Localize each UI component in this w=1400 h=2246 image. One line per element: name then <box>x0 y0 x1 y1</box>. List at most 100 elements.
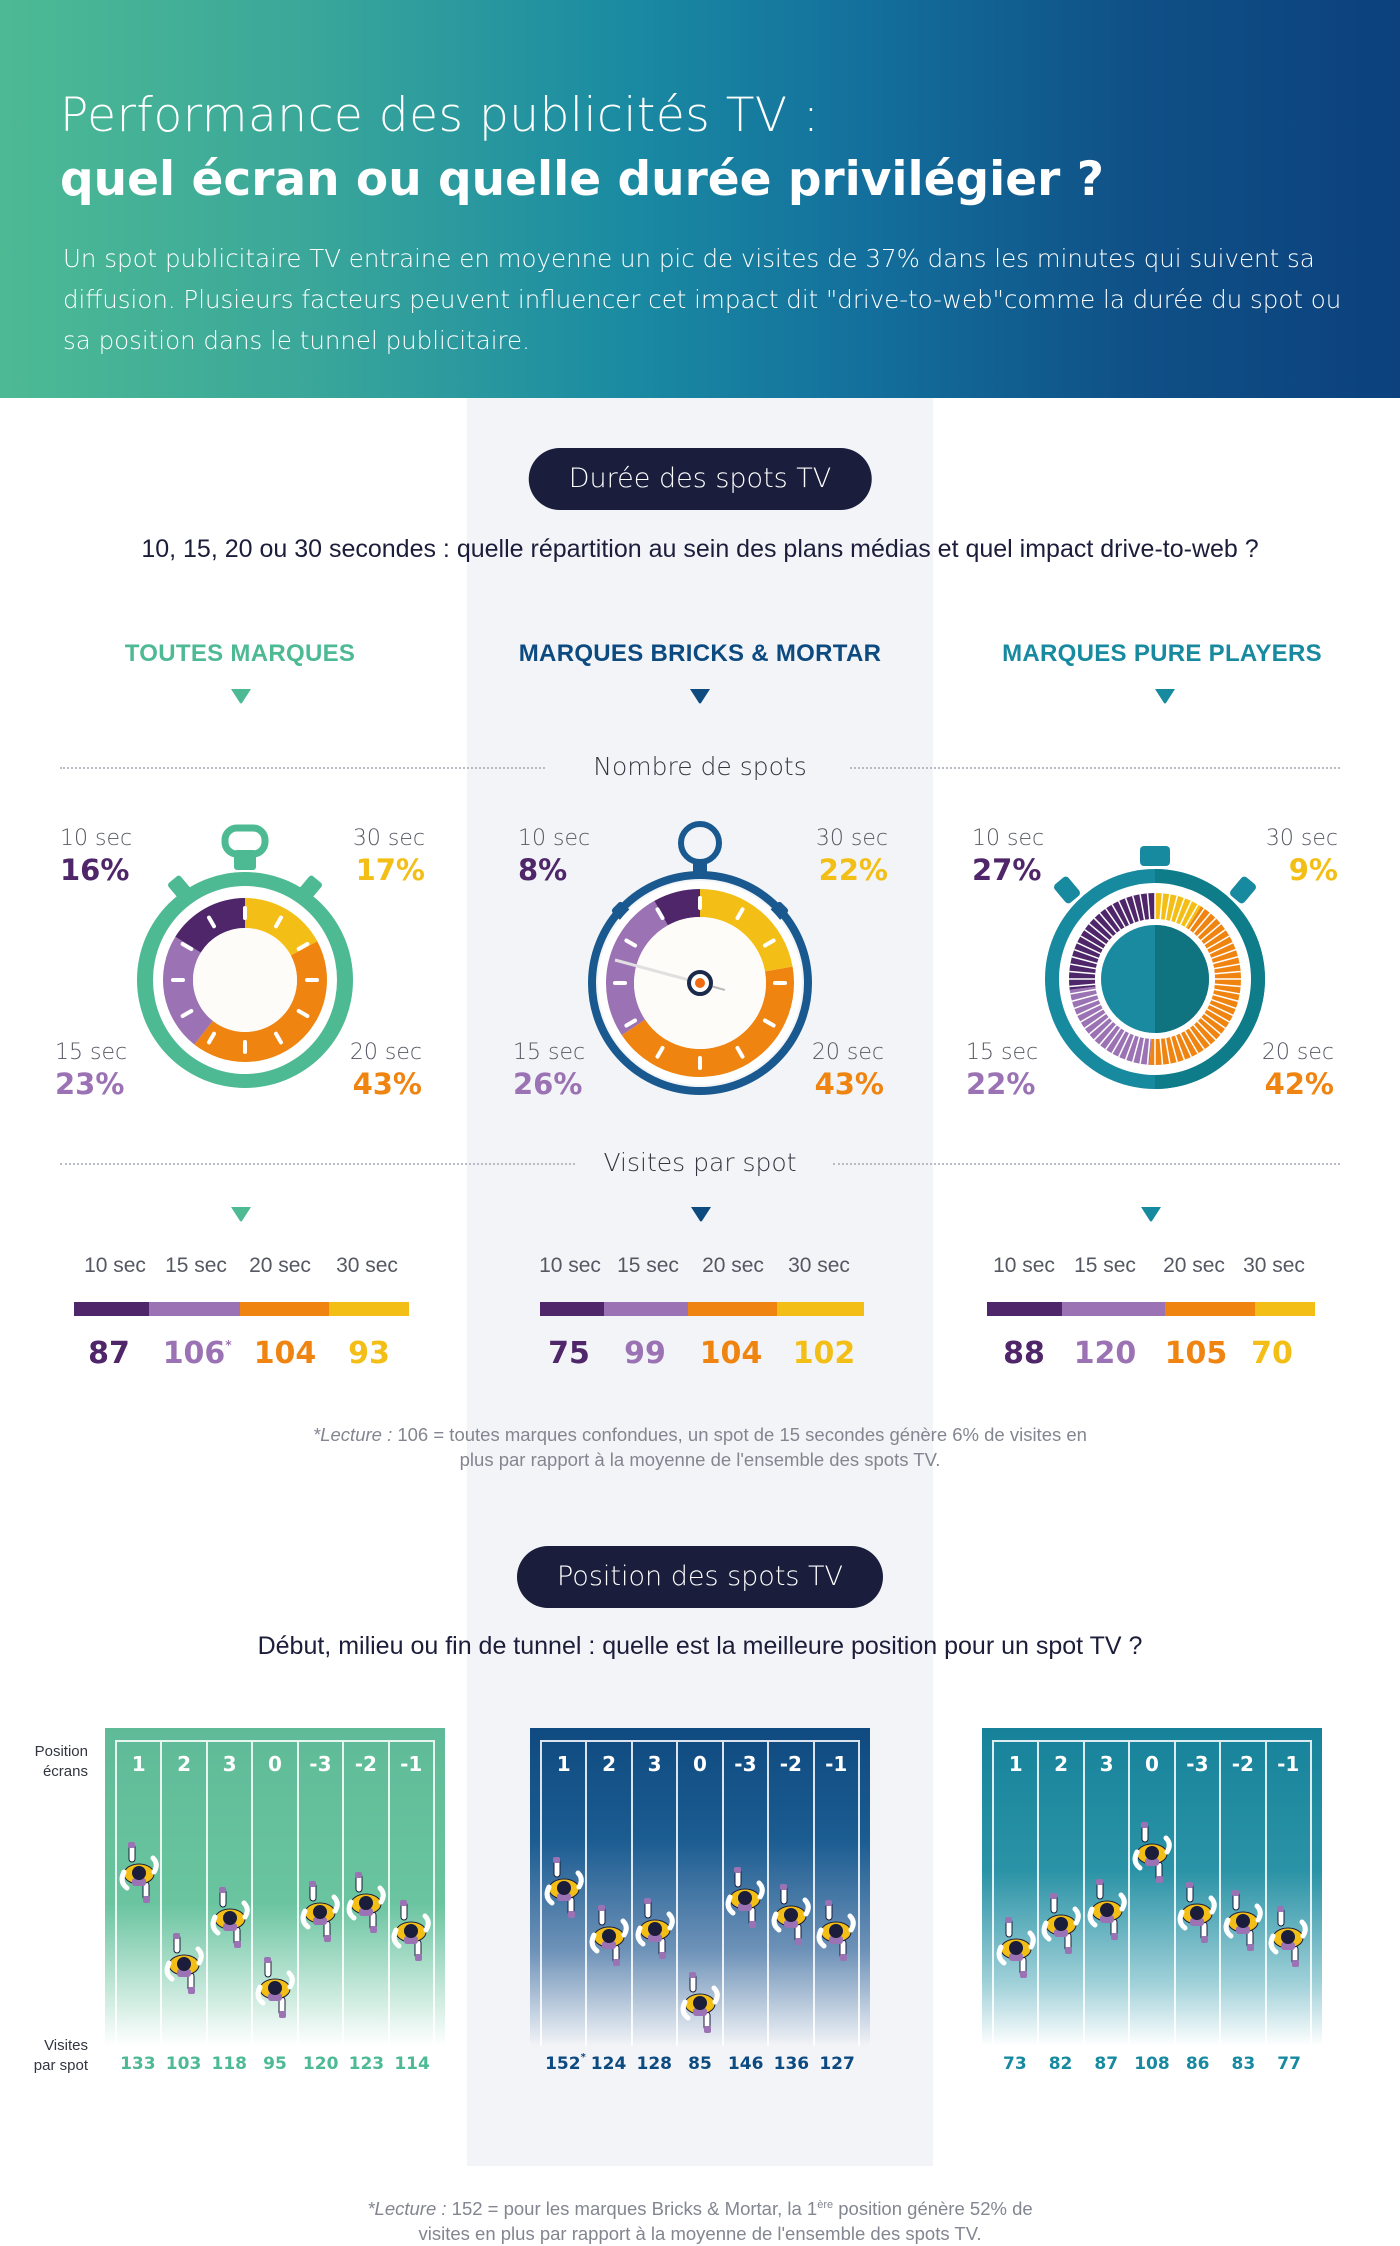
position-visit-value: 124 <box>590 2054 627 2074</box>
lane-position-number: -1 <box>400 1752 423 1776</box>
visits-duration-labels-pure: 10 sec 15 sec 20 sec 30 sec <box>993 1254 1305 1277</box>
lane-position-number: 0 <box>268 1752 282 1776</box>
pie-slice-30sec <box>245 898 318 956</box>
stopwatch-crown <box>1140 846 1170 866</box>
visit-value: 99 <box>624 1336 666 1371</box>
track-lane: 0 <box>1128 1742 1173 2046</box>
position-visit-value: 85 <box>688 2054 712 2074</box>
share-30sec-pure: 30 sec 9% <box>1265 826 1338 887</box>
page-title-line2: quel écran ou quelle durée privilégier ? <box>60 152 1104 207</box>
track-lanes: 1 2 3 0 -3 <box>115 1740 435 2046</box>
runner-figure-icon <box>300 1881 341 1943</box>
pie-slice-20sec <box>194 941 327 1062</box>
brand-heading-pure: MARQUES PURE PLAYERS <box>1002 640 1322 667</box>
bar-segment-15sec <box>604 1302 688 1316</box>
lane-position-number: 1 <box>556 1752 571 1776</box>
track-lanes: 1 2 3 0 -3 <box>540 1740 860 2046</box>
lane-position-number: 3 <box>222 1752 237 1776</box>
lane-position-number: -3 <box>309 1752 332 1776</box>
visit-value: 105 <box>1164 1336 1228 1371</box>
visit-value: 88 <box>1003 1336 1045 1371</box>
bar-segment-30sec <box>1255 1302 1315 1316</box>
position-question: Début, milieu ou fin de tunnel : quelle … <box>257 1632 1143 1660</box>
stopwatch-bricks <box>588 821 812 1095</box>
bar-segment-20sec <box>1165 1302 1255 1316</box>
pie-slice-10sec <box>1069 893 1155 990</box>
bar-segment-15sec <box>149 1302 240 1316</box>
runner-figure-icon <box>544 1857 584 1919</box>
nombre-de-spots-label: Nombre de spots <box>593 752 807 781</box>
share-20sec-toutes: 20 sec 43% <box>349 1040 422 1101</box>
runner-figure-icon <box>119 1842 159 1904</box>
duration-footnote: *Lecture : 106 = toutes marques confondu… <box>313 1424 1087 1470</box>
lane-position-number: 2 <box>602 1752 617 1776</box>
track-lane: -2 <box>1219 1742 1264 2046</box>
pie-slice-15sec <box>163 936 213 1045</box>
visit-value: 104 <box>699 1336 763 1371</box>
intro-paragraph: Un spot publicitaire TV entraine en moye… <box>63 244 1342 355</box>
position-visit-value: 146 <box>727 2054 764 2074</box>
position-visit-value: 87 <box>1094 2054 1119 2074</box>
runner-figure-icon <box>391 1899 431 1962</box>
lane-position-number: 3 <box>647 1752 662 1776</box>
pie-slice-20sec <box>621 966 794 1077</box>
share-30sec-bricks: 30 sec 22% <box>815 826 888 887</box>
visits-bar-bricks <box>540 1302 864 1316</box>
visits-values-bricks: 75 99 104 102 <box>534 1336 874 1371</box>
lane-position-number: -2 <box>1231 1752 1254 1776</box>
bar-segment-30sec <box>777 1302 864 1316</box>
position-visit-value: 118 <box>211 2054 248 2074</box>
share-30sec-toutes: 30 sec 17% <box>352 826 425 887</box>
position-visit-value: 133 <box>120 2054 156 2074</box>
track-lane: 2 <box>1037 1742 1082 2046</box>
lane-position-number: 0 <box>1145 1752 1159 1776</box>
runner-figure-icon <box>255 1957 295 2019</box>
runner-figure-icon <box>210 1887 250 1949</box>
lane-position-number: -1 <box>825 1752 848 1776</box>
runner-figure-icon <box>680 1972 720 2034</box>
visit-value: 104 <box>253 1336 317 1371</box>
track-values-pure: 73 82 87 108 86 83 77 <box>992 2054 1312 2074</box>
marker-down-icon <box>230 1206 252 1222</box>
position-visit-value: 103 <box>165 2054 202 2074</box>
bar-segment-10sec <box>74 1302 149 1316</box>
share-10sec-bricks: 10 sec 8% <box>518 826 591 887</box>
share-10sec-toutes: 10 sec 16% <box>60 826 133 887</box>
lane-position-number: -3 <box>734 1752 757 1776</box>
share-15sec-pure: 15 sec 22% <box>966 1040 1039 1101</box>
bar-segment-15sec <box>1062 1302 1165 1316</box>
pie-chart-toutes <box>163 898 327 1062</box>
lane-position-number: 1 <box>1008 1752 1023 1776</box>
brand-heading-bricks: MARQUES BRICKS & MORTAR <box>518 640 882 667</box>
pie-slice-10sec <box>654 889 700 926</box>
stopwatch-button <box>1054 876 1080 904</box>
runner-figure-icon <box>346 1872 386 1934</box>
track-lane: 1 <box>115 1742 160 2046</box>
visits-values-pure: 88 120 105 70 <box>988 1336 1328 1371</box>
lane-position-number: -1 <box>1277 1752 1300 1776</box>
visit-value: 75 <box>548 1336 590 1371</box>
lane-position-number: 0 <box>693 1752 707 1776</box>
visits-bar-pure <box>987 1302 1315 1316</box>
runner-figure-icon <box>1041 1892 1081 1955</box>
divider-visites-par-spot: Visites par spot <box>60 1148 1340 1178</box>
stopwatch-crown <box>693 860 707 874</box>
lane-position-number: 1 <box>131 1752 146 1776</box>
position-visit-value: 86 <box>1185 2054 1210 2074</box>
pie-slice-10sec <box>175 898 245 953</box>
race-track-toutes: 1 2 3 0 -3 <box>105 1728 445 2046</box>
share-15sec-toutes: 15 sec 23% <box>55 1040 128 1101</box>
pie-slice-30sec <box>700 889 793 972</box>
divider-nombre-de-spots: Nombre de spots <box>60 752 1340 782</box>
visit-value: 106 * <box>162 1336 232 1371</box>
track-lane: -3 <box>296 1742 342 2046</box>
position-visit-value: 82 <box>1048 2054 1073 2074</box>
bar-segment-30sec <box>329 1302 409 1316</box>
position-visit-value: 95 <box>263 2054 287 2074</box>
pie-slice-20sec <box>1149 906 1241 1065</box>
visit-value: 102 <box>792 1336 856 1371</box>
visit-value: 87 <box>88 1336 130 1371</box>
track-lane: -2 <box>342 1742 387 2046</box>
lane-position-number: 2 <box>177 1752 192 1776</box>
runner-figure-icon <box>589 1905 629 1967</box>
